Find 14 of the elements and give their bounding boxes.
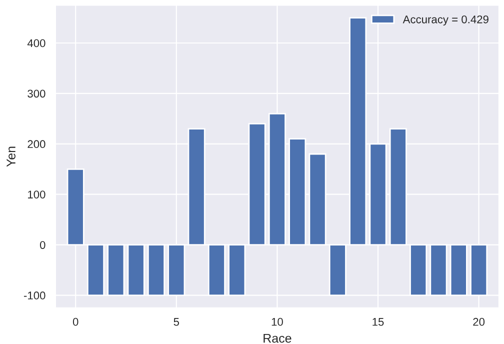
x-tick-label: 0 [72,318,78,326]
x-tick-label: 10 [272,318,283,326]
x-axis-title: Race [264,334,292,343]
y-tick-label: -100 [24,292,46,300]
x-tick-label: 5 [174,318,180,326]
y-tick-label: 100 [28,190,46,198]
legend-label: Accuracy = 0.429 [402,15,488,26]
x-tick-label: 20 [473,318,485,326]
y-tick-label: 0 [40,241,46,249]
y-tick-label: 200 [28,140,46,148]
y-tick-label: 300 [28,90,46,98]
x-tick-label: 15 [372,318,384,326]
y-tick-label: 400 [27,39,46,48]
y-axis-title: Yen [6,146,16,167]
